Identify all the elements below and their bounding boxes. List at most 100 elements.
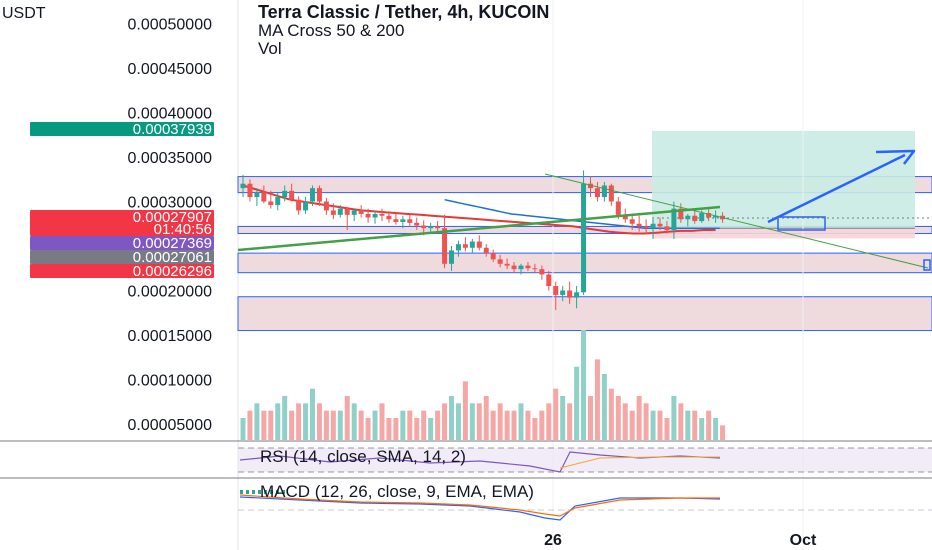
volume-bar xyxy=(601,374,607,440)
volume-bar xyxy=(706,410,712,440)
ascending-trendline[interactable] xyxy=(237,205,721,252)
price-badge[interactable]: 0.00027907 xyxy=(30,209,214,226)
candle-body xyxy=(657,223,663,227)
long-position-stop-area[interactable] xyxy=(652,228,915,239)
candle-body xyxy=(358,210,364,214)
zone-handle[interactable] xyxy=(923,259,931,271)
volume-bar xyxy=(518,403,524,440)
candle-body xyxy=(490,253,496,260)
candle-body xyxy=(567,290,573,298)
volume-bar xyxy=(414,418,420,440)
price-badge[interactable]: 0.00027061 xyxy=(30,249,214,266)
candle xyxy=(532,263,538,273)
candle-body xyxy=(469,241,475,248)
volume-bar xyxy=(567,403,573,440)
candle xyxy=(713,210,719,223)
zone-box-4[interactable] xyxy=(237,296,932,332)
candle xyxy=(706,208,712,222)
rsi-label[interactable]: RSI (14, close, SMA, 14, 2) xyxy=(260,447,466,466)
price-badge-bg xyxy=(30,264,214,278)
candle xyxy=(414,217,420,230)
candle xyxy=(379,208,385,222)
volume-bar xyxy=(358,410,364,440)
candle-body xyxy=(588,183,593,189)
rsi-ma-line xyxy=(559,456,720,469)
volume-bar xyxy=(372,410,378,440)
volume-bar xyxy=(553,388,559,440)
candle-body xyxy=(629,219,635,224)
volume-bar xyxy=(636,396,642,440)
candle-body xyxy=(643,226,649,229)
candle xyxy=(546,270,552,291)
candle-body xyxy=(247,183,253,198)
volume-bar xyxy=(247,410,253,440)
candle xyxy=(372,210,378,224)
price-badge[interactable]: 0.00037939 xyxy=(30,121,214,138)
volume-bar xyxy=(330,410,336,440)
volume-label[interactable]: Vol xyxy=(258,39,282,58)
volume-bar xyxy=(400,410,406,440)
entry-zone-box[interactable] xyxy=(777,216,826,231)
volume-bar xyxy=(504,410,510,440)
candle xyxy=(574,286,580,309)
macd-label[interactable]: MACD (12, 26, close, 9, EMA, EMA) xyxy=(260,482,534,501)
candle-body xyxy=(365,213,371,218)
price-badge[interactable]: 01:40:56 xyxy=(30,221,214,238)
volume-bar xyxy=(588,396,593,440)
candle xyxy=(275,192,281,211)
macd-line xyxy=(239,496,721,521)
candle xyxy=(330,203,336,220)
currency-label: USDT xyxy=(2,5,46,22)
volume-bar xyxy=(483,396,489,440)
candle-body xyxy=(553,286,559,295)
candle xyxy=(247,179,253,202)
candle-body xyxy=(282,190,288,198)
candle xyxy=(483,244,489,257)
volume-bar xyxy=(539,410,545,440)
candle-body xyxy=(622,214,628,220)
price-badge-bg xyxy=(30,210,214,224)
projection-arrow-line[interactable] xyxy=(767,153,906,224)
candle-body xyxy=(525,265,531,269)
volume-bar xyxy=(442,403,448,440)
candle-body xyxy=(601,185,607,198)
candle-body xyxy=(455,244,461,251)
volume-bar xyxy=(615,396,621,440)
price-badge-text: 0.00027061 xyxy=(133,249,212,266)
volume-bar xyxy=(657,410,663,440)
candle-body xyxy=(421,225,427,229)
descending-trendline[interactable] xyxy=(544,173,929,269)
volume-bar xyxy=(303,403,309,440)
volume-bar xyxy=(594,359,600,440)
price-badge[interactable]: 0.00027369 xyxy=(30,235,214,252)
candle-body xyxy=(386,215,392,220)
volume-bar xyxy=(337,410,343,440)
candle-body xyxy=(615,201,621,215)
candle xyxy=(323,197,329,215)
price-badge[interactable]: 0.00026296 xyxy=(30,263,214,280)
price-badge-bg xyxy=(30,250,214,264)
candle-body xyxy=(699,213,705,222)
candle xyxy=(601,181,607,202)
price-badge-bg xyxy=(30,236,214,250)
candle-body xyxy=(428,226,434,229)
candle-body xyxy=(650,223,656,229)
candle-body xyxy=(483,247,489,254)
volume-bar xyxy=(525,410,531,440)
price-tick-label: 0.00050000 xyxy=(127,17,212,34)
macd-histogram-bar xyxy=(270,490,273,494)
price-badge-text: 0.00037939 xyxy=(133,121,212,138)
indicator-label[interactable]: MA Cross 50 & 200 xyxy=(258,21,404,40)
candle xyxy=(365,208,371,223)
candle-body xyxy=(692,215,698,222)
price-tick-label: 0.00040000 xyxy=(127,106,212,123)
volume-bar xyxy=(581,330,587,440)
candle xyxy=(462,237,468,252)
long-position-target-area[interactable] xyxy=(652,130,915,229)
candle-body xyxy=(254,192,260,198)
candle-body xyxy=(289,190,295,200)
time-tick-label: Oct xyxy=(790,532,817,549)
volume-bar xyxy=(393,418,399,440)
